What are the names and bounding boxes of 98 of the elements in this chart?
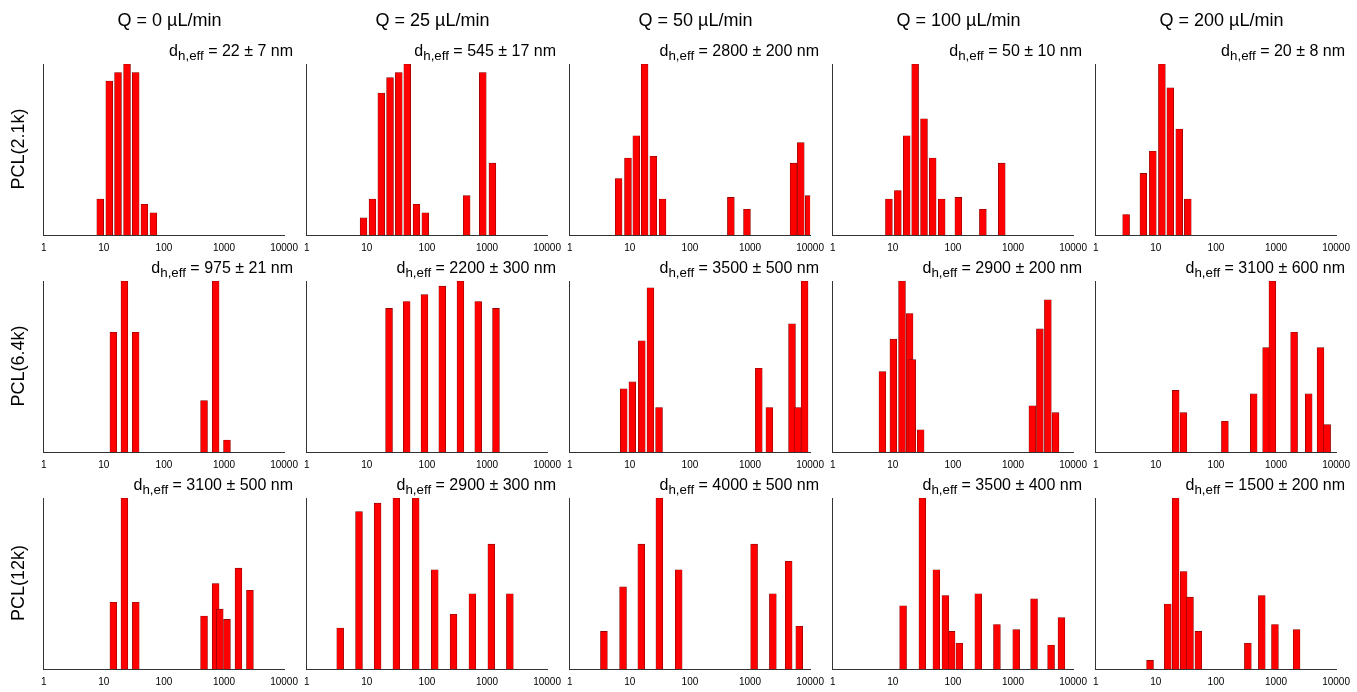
x-tick-label: 10 [624,458,636,470]
x-tick-label: 10 [361,241,373,253]
x-tick-label: 10000 [796,458,825,470]
x-tick-label: 1 [567,241,573,253]
annotation: d$_{h,eff}$ = 3100 ± 600 nm [1185,259,1345,281]
x-tick-label: 100 [1207,675,1225,687]
x-tick-label: 1000 [738,241,762,253]
x-tick-label: 100 [681,241,699,253]
text: d$_{h,eff}$ = 4000 ± 500 nm [659,476,819,498]
chart-title: Q = 100 µL/min [895,9,1022,32]
chart-title: Q = 50 µL/min [637,9,754,32]
x-tick-label: 10000 [1322,241,1351,253]
text: d$_{h,eff}$ = 3500 ± 500 nm [659,259,819,281]
x-tick-label: 100 [1207,458,1225,470]
x-tick-label: 10 [1150,675,1162,687]
text: d$_{h,eff}$ = 2900 ± 200 nm [922,259,1082,281]
x-tick-label: 10000 [533,241,562,253]
y-axis-title: PCL(6.4k) [7,324,29,407]
x-tick-label: 10 [98,675,110,687]
x-tick-label: 10000 [796,241,825,253]
x-tick-label: 10 [1150,458,1162,470]
chart-title: Q = 25 µL/min [374,9,491,32]
text: d$_{h,eff}$ = 2800 ± 200 nm [659,42,819,64]
x-tick-label: 10 [361,458,373,470]
x-tick-label: 1000 [1264,675,1288,687]
chart-title: Q = 0 µL/min [116,9,223,32]
x-tick-label: 10 [1150,241,1162,253]
annotation: d$_{h,eff}$ = 1500 ± 200 nm [1185,476,1345,498]
x-tick-label: 100 [155,675,173,687]
y-axis-title: PCL(12k) [7,544,29,621]
text: d$_{h,eff}$ = 2200 ± 300 nm [396,259,556,281]
x-tick-label: 1000 [1001,241,1025,253]
x-tick-label: 1 [567,675,573,687]
x-tick-label: 10000 [533,675,562,687]
x-tick-label: 100 [944,241,962,253]
x-tick-label: 1 [830,241,836,253]
x-tick-label: 1000 [212,458,236,470]
text: d$_{h,eff}$ = 20 ± 8 nm [1221,42,1345,64]
x-tick-label: 1000 [1264,458,1288,470]
x-tick-label: 10 [624,241,636,253]
x-tick-label: 1000 [738,675,762,687]
x-tick-label: 10000 [270,458,299,470]
x-tick-label: 100 [418,241,436,253]
x-tick-label: 1 [567,458,573,470]
x-tick-label: 1000 [212,241,236,253]
text: d$_{h,eff}$ = 545 ± 17 nm [414,42,556,64]
x-tick-label: 10000 [1322,458,1351,470]
text: d$_{h,eff}$ = 3500 ± 400 nm [922,476,1082,498]
x-tick-label: 1 [1093,241,1099,253]
x-tick-label: 100 [155,241,173,253]
x-tick-label: 1000 [475,458,499,470]
x-tick-label: 10000 [1059,241,1088,253]
x-tick-label: 10000 [1059,675,1088,687]
x-tick-label: 10000 [796,675,825,687]
x-tick-label: 1000 [1264,241,1288,253]
x-tick-label: 1 [1093,675,1099,687]
x-tick-label: 10000 [533,458,562,470]
x-tick-label: 100 [681,675,699,687]
x-tick-label: 1 [304,675,310,687]
x-tick-label: 10 [887,241,899,253]
x-tick-label: 100 [155,458,173,470]
text: d$_{h,eff}$ = 2900 ± 300 nm [396,476,556,498]
x-tick-label: 10 [624,675,636,687]
x-tick-label: 100 [944,675,962,687]
x-tick-label: 10000 [270,241,299,253]
x-tick-label: 1000 [475,241,499,253]
x-tick-label: 1 [830,675,836,687]
x-tick-label: 10 [887,458,899,470]
x-tick-label: 10 [98,458,110,470]
text: d$_{h,eff}$ = 50 ± 10 nm [949,42,1082,64]
text: d$_{h,eff}$ = 3100 ± 500 nm [133,476,293,498]
text: d$_{h,eff}$ = 22 ± 7 nm [169,42,293,64]
x-tick-label: 1 [41,675,47,687]
x-tick-label: 10 [361,675,373,687]
x-tick-label: 10000 [1322,675,1351,687]
chart-title: Q = 200 µL/min [1158,9,1285,32]
x-tick-label: 1000 [738,458,762,470]
text: d$_{h,eff}$ = 975 ± 21 nm [151,259,293,281]
x-tick-label: 1 [41,241,47,253]
x-tick-label: 10000 [1059,458,1088,470]
x-tick-label: 1000 [1001,458,1025,470]
y-axis-title: PCL(2.1k) [7,107,29,190]
x-tick-label: 10 [98,241,110,253]
x-tick-label: 100 [418,675,436,687]
x-tick-label: 10000 [270,675,299,687]
x-tick-label: 1 [830,458,836,470]
x-tick-label: 1 [304,241,310,253]
x-tick-label: 100 [1207,241,1225,253]
x-tick-label: 100 [418,458,436,470]
x-tick-label: 1 [41,458,47,470]
x-tick-label: 10 [887,675,899,687]
x-tick-label: 100 [681,458,699,470]
x-tick-label: 1 [1093,458,1099,470]
x-tick-label: 1000 [1001,675,1025,687]
x-tick-label: 1 [304,458,310,470]
x-tick-label: 1000 [475,675,499,687]
x-tick-label: 100 [944,458,962,470]
x-tick-label: 1000 [212,675,236,687]
